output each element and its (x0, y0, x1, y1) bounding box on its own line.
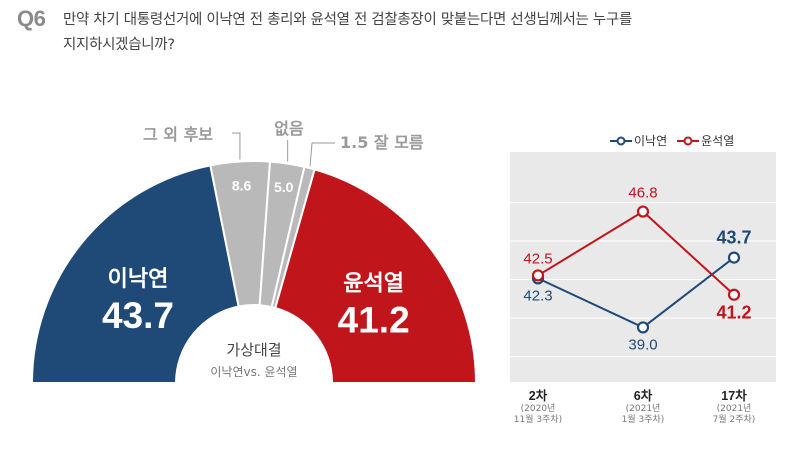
slice-4 (274, 168, 478, 384)
x-tick-label-1: 6차 (633, 389, 653, 403)
center-title: 가상대결 (226, 341, 281, 359)
leader-line-1 (232, 132, 241, 160)
x-tick-label-0: 2차 (528, 389, 548, 403)
semicircle-donut-chart: 이낙연 43.7 윤석열 41.2 8.6 5.0 그 외 후보 없음 1.5 잘 모름가상대결… (30, 119, 478, 384)
question-text: 만약 차기 대통령선거에 이낙연 전 총리와 윤석열 전 검찰총장이 맞붙는다면… (63, 8, 763, 58)
question-line-2: 지지하시겠습니까? (63, 37, 175, 53)
point-0-2 (727, 251, 741, 264)
outside-label-none: 없음 (274, 119, 304, 138)
x-tick-label-2: 17차 (721, 389, 747, 403)
x-tick-0: 2차 (2020년 11월 3주차) (503, 385, 573, 426)
outside-label-other: 그 외 후보 (143, 125, 213, 144)
x-tick-sub1-2: (2021년 (716, 404, 752, 414)
x-tick-1: 6차 (2021년 1월 3주차) (608, 385, 678, 426)
data-label-0-1: 39.0 (628, 336, 657, 353)
x-tick-sub2-0: 11월 3주차) (513, 415, 563, 425)
outside-label-dk: 1.5 잘 모름 (340, 133, 424, 152)
x-tick-sub2-2: 7월 2주차) (712, 415, 756, 425)
slice-0 (30, 164, 240, 384)
legend-marker-yoon (677, 136, 700, 145)
slice-value-lee: 43.7 (102, 295, 174, 336)
series-line-1 (537, 210, 735, 296)
slice-value-yoon: 41.2 (338, 300, 410, 341)
legend-marker-lee (610, 136, 632, 145)
leader-line-3 (309, 142, 335, 167)
line-chart-legend: 이낙연 윤석열 (610, 132, 734, 149)
slice-name-yoon: 윤석열 (343, 272, 404, 297)
line-chart: 42.3 39.0 43.7 42.5 46.8 41.2 (510, 185, 776, 358)
point-1-0 (531, 269, 545, 282)
point-1-1 (636, 205, 650, 218)
legend-label-yoon: 윤석열 (701, 134, 735, 148)
data-label-0-2: 43.7 (716, 228, 751, 248)
slice-name-lee: 이낙연 (108, 267, 169, 292)
point-1-2 (727, 288, 741, 301)
x-tick-2: 17차 (2021년 7월 2주차) (699, 385, 769, 426)
line-chart-panel: 42.3 39.0 43.7 42.5 46.8 41.2 (510, 152, 776, 382)
legend-item-yoon: 윤석열 (677, 132, 734, 149)
question-line-1: 만약 차기 대통령선거에 이낙연 전 총리와 윤석열 전 검찰총장이 맞붙는다면… (63, 12, 632, 28)
center-subtitle: 이낙연vs. 윤석열 (210, 365, 297, 379)
data-label-1-1: 46.8 (628, 185, 657, 202)
data-label-1-2: 41.2 (716, 303, 751, 323)
data-label-0-0: 42.3 (523, 287, 552, 304)
legend-item-lee: 이낙연 (610, 132, 667, 149)
slice-value-1: 8.6 (232, 177, 252, 193)
x-tick-sub1-0: (2020년 (520, 404, 556, 414)
point-0-1 (636, 321, 650, 334)
x-tick-sub1-1: (2021년 (625, 404, 661, 414)
legend-label-lee: 이낙연 (634, 134, 668, 148)
data-label-1-0: 42.5 (523, 250, 552, 267)
slice-value-2: 5.0 (274, 179, 294, 195)
x-tick-sub2-1: 1월 3주차) (621, 415, 665, 425)
question-badge: Q6 (17, 6, 46, 31)
